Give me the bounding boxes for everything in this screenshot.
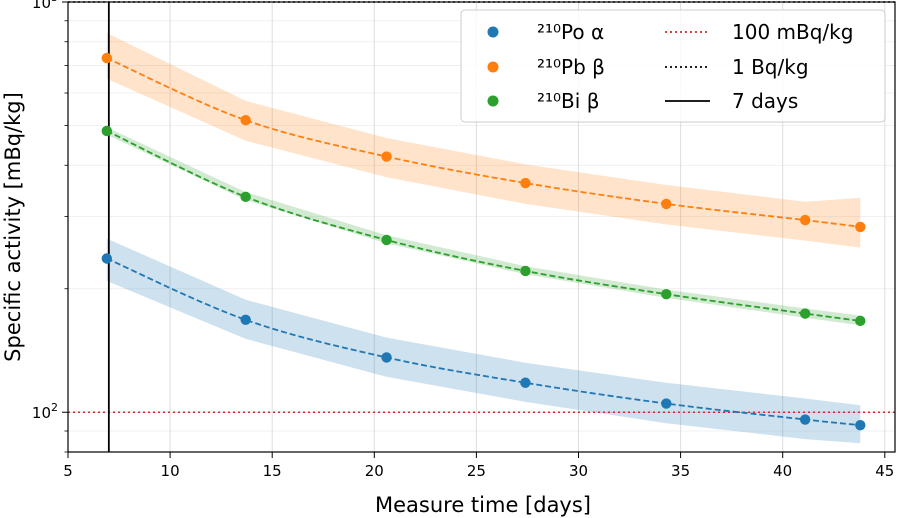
data-point: [520, 177, 531, 189]
legend-ref-label-2: 7 days: [732, 89, 798, 113]
data-point: [240, 314, 251, 326]
data-point: [855, 419, 866, 431]
data-point: [799, 308, 811, 319]
data-point: [661, 288, 672, 300]
data-point: [240, 115, 251, 126]
reference-lines: [68, 1, 895, 452]
x-tick-label: 10: [161, 462, 180, 480]
data-point: [520, 377, 531, 388]
legend-ref-label-1: 1 Bq/kg: [732, 55, 809, 79]
uncertainty-band-0: [106, 238, 861, 444]
data-points: [101, 52, 866, 431]
data-point: [799, 414, 811, 425]
x-axis-title: Measure time [days]: [375, 493, 591, 517]
x-tick-label: 40: [773, 462, 792, 480]
legend-label-1: ²¹⁰Pb β: [537, 55, 605, 79]
uncertainty-band-1: [106, 33, 861, 248]
x-tick-label: 20: [365, 462, 384, 480]
axis-ticks: 5 10 15 20 25 30 35 40 45 102 103: [32, 0, 894, 480]
data-point: [520, 265, 531, 277]
data-point: [381, 151, 392, 162]
data-point: [661, 198, 672, 210]
x-tick-label: 45: [875, 462, 894, 480]
x-tick-label: 25: [467, 462, 486, 480]
x-tick-label: 5: [63, 462, 73, 480]
legend-ref-label-0: 100 mBq/kg: [732, 20, 853, 44]
legend-marker-1: [487, 61, 499, 73]
x-tick-label: 15: [263, 462, 282, 480]
legend-label-0: ²¹⁰Po α: [537, 20, 604, 44]
legend-marker-0: [487, 26, 499, 38]
y-tick-label: 103: [32, 0, 58, 12]
data-point: [381, 352, 392, 363]
x-tick-label: 35: [671, 462, 690, 480]
data-point: [855, 315, 866, 327]
data-point: [240, 191, 251, 203]
data-point: [381, 234, 392, 246]
uncertainty-bands: [106, 33, 861, 444]
y-axis-title: Specific activity [mBq/kg]: [1, 92, 25, 362]
plot-frame: [67, 1, 896, 453]
data-point: [799, 214, 811, 226]
data-point: [855, 221, 866, 233]
y-tick-label: 102: [32, 401, 58, 422]
legend: ²¹⁰Po α ²¹⁰Pb β ²¹⁰Bi β 100 mBq/kg 1 Bq/kg 7 …: [460, 9, 886, 123]
data-point: [661, 398, 672, 409]
legend-box: [460, 9, 886, 123]
x-tick-label: 30: [569, 462, 588, 480]
data-point: [101, 253, 112, 264]
data-point: [101, 52, 112, 64]
legend-marker-2: [487, 95, 499, 107]
data-point: [101, 125, 112, 137]
legend-label-2: ²¹⁰Bi β: [537, 89, 599, 113]
